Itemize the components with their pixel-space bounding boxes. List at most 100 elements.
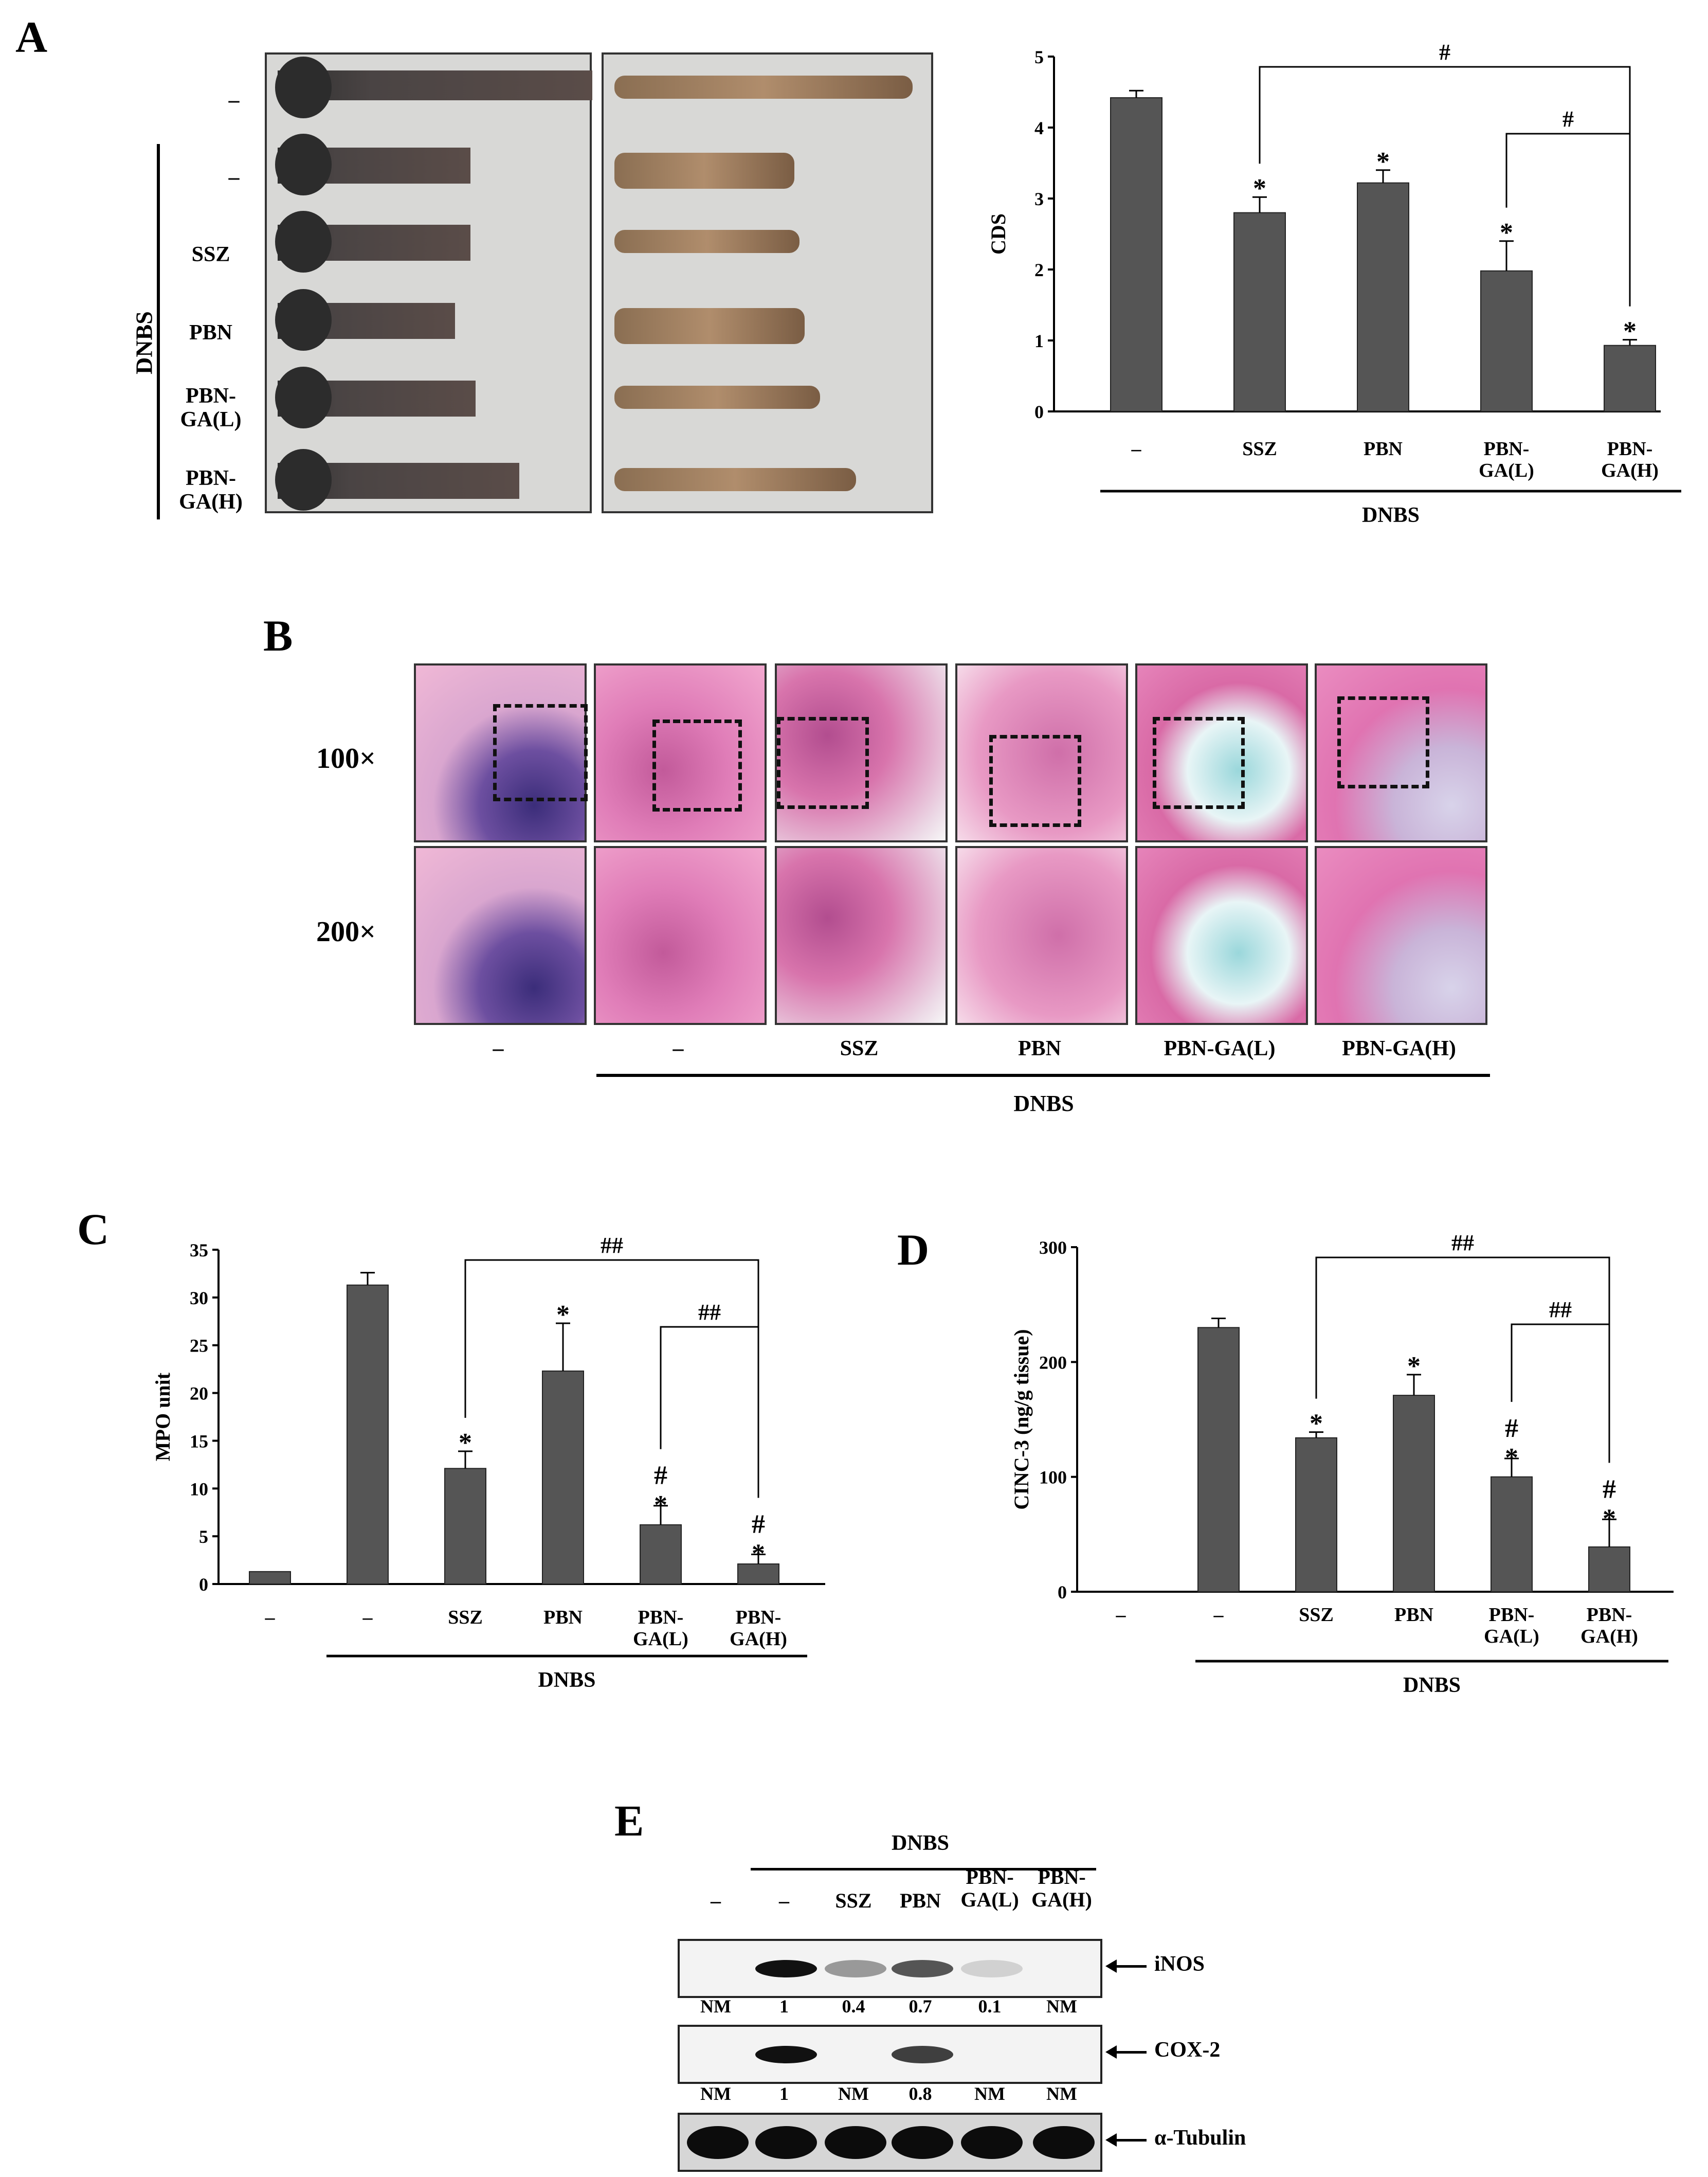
bar [1588,1546,1630,1593]
significance-mark: * [1310,1409,1323,1438]
y-tick-label: 30 [190,1288,208,1308]
cox2-value: NM [838,2083,869,2104]
colon-base [275,57,332,118]
y-tick-label: 5 [199,1526,208,1547]
tissue-200x [1315,846,1487,1025]
blot-band [961,2126,1023,2159]
cox2-value: 0.8 [908,2083,932,2104]
y-tick-label: 0 [1034,402,1044,422]
row-label: SSZ [191,243,230,266]
row-label: PBN- GA(H) [179,466,243,514]
cds-bar-chart: 0 1 2 3 4 5 CDS – * SSZ * PBN * PBN-GA(L) * PBN-GA(H) # #… [987,40,1681,527]
colon-base [275,134,332,195]
colon-opened [614,230,800,253]
inos-value: 1 [779,1996,789,2017]
blot-band [892,1959,953,1977]
category-label: – [1213,1604,1224,1626]
significance-mark: # * [1505,1414,1518,1472]
bar [737,1563,779,1585]
bar [1604,345,1656,412]
category-label: PBN-GA(H) [1580,1604,1638,1647]
category-label: PBN-GA(L) [1484,1604,1539,1647]
tissue-100x [1315,663,1487,842]
cox2-value: 1 [779,2083,789,2104]
significance-mark: * [1623,317,1637,346]
row-label: PBN- GA(L) [180,384,242,432]
significance-mark: # * [654,1461,667,1520]
category-label: – [265,1607,276,1628]
marker-label: iNOS [1154,1952,1205,1976]
bar [444,1468,486,1585]
y-tick-label: 35 [190,1240,208,1261]
comparison-bracket [1505,133,1631,307]
colon-opened [614,468,856,491]
bar [542,1370,584,1585]
zoom-region-box [493,704,588,801]
lane-label: PBN- GA(H) [1031,1865,1092,1911]
blot-band [892,2126,953,2159]
marker-arrow [1111,2139,1147,2142]
tissue-200x [594,846,767,1025]
zoom-region-box [989,735,1081,827]
comparison-label: # [1562,106,1574,132]
category-label: SSZ [1242,438,1277,460]
y-tick-label: 300 [1039,1237,1067,1258]
y-tick-label: 200 [1039,1352,1067,1373]
blot-band [961,1959,1023,1977]
zoom-region-box [1337,696,1429,788]
mag-200-label: 200× [316,916,376,948]
mpo-bar-chart: 0 5 10 15 20 25 30 35 MPO unit – – * SSZ * PBN # * PBN-GA… [151,1233,825,1692]
bar [1357,182,1409,412]
dnbs-bracket-line [157,144,160,519]
row-label: PBN [189,321,232,345]
mag-100-label: 100× [316,743,376,775]
dnbs-label: DNBS [1403,1674,1461,1697]
dnbs-underline-e [751,1868,1096,1870]
significance-mark: * [1407,1352,1421,1381]
panel-label-b: B [263,611,293,660]
lane-label: PBN- GA(L) [960,1865,1019,1911]
lane-label: PBN [900,1889,941,1912]
y-tick-label: 2 [1034,260,1044,280]
dnbs-label-b: DNBS [1013,1091,1074,1116]
dnbs-label: DNBS [1362,503,1420,527]
lane-label: – [779,1889,789,1912]
blot-band [755,1959,817,1977]
significance-mark: # * [752,1509,765,1568]
category-label: SSZ [1299,1604,1334,1626]
row-label: – [228,88,240,112]
group-label: – [493,1037,504,1060]
y-tick-label: 25 [190,1336,208,1356]
category-label: SSZ [448,1607,483,1628]
colon-base [275,289,332,351]
bar [1491,1476,1533,1592]
group-label: SSZ [840,1037,879,1060]
inos-value: 0.1 [978,1996,1002,2017]
inos-value: 0.4 [842,1996,865,2017]
dnbs-underline-b [596,1074,1490,1077]
panel-label-d: D [897,1225,930,1274]
blot-band [755,2126,817,2159]
cox2-value: NM [700,2083,731,2104]
category-label: PBN-GA(L) [1479,438,1534,481]
colon-photo-whole [265,52,592,513]
tissue-100x [955,663,1128,842]
group-label: PBN-GA(L) [1164,1037,1276,1060]
colon-opened [614,76,913,99]
zoom-region-box [777,717,869,809]
tissue-100x [594,663,767,842]
zoom-region-box [652,719,742,812]
dnbs-label-e: DNBS [891,1831,950,1855]
blot-band [1033,2126,1095,2159]
group-label: PBN-GA(H) [1342,1037,1456,1060]
panel-label-e: E [614,1796,644,1845]
category-label: PBN-GA(L) [633,1607,688,1650]
y-tick-label: 1 [1034,331,1044,351]
bar [640,1524,682,1585]
marker-arrowhead [1105,2133,1117,2147]
significance-mark: * [1253,174,1266,203]
y-tick-label: 0 [199,1574,208,1595]
comparison-bracket [464,1259,759,1498]
comparison-label: ## [1451,1230,1474,1255]
tissue-200x [775,846,948,1025]
